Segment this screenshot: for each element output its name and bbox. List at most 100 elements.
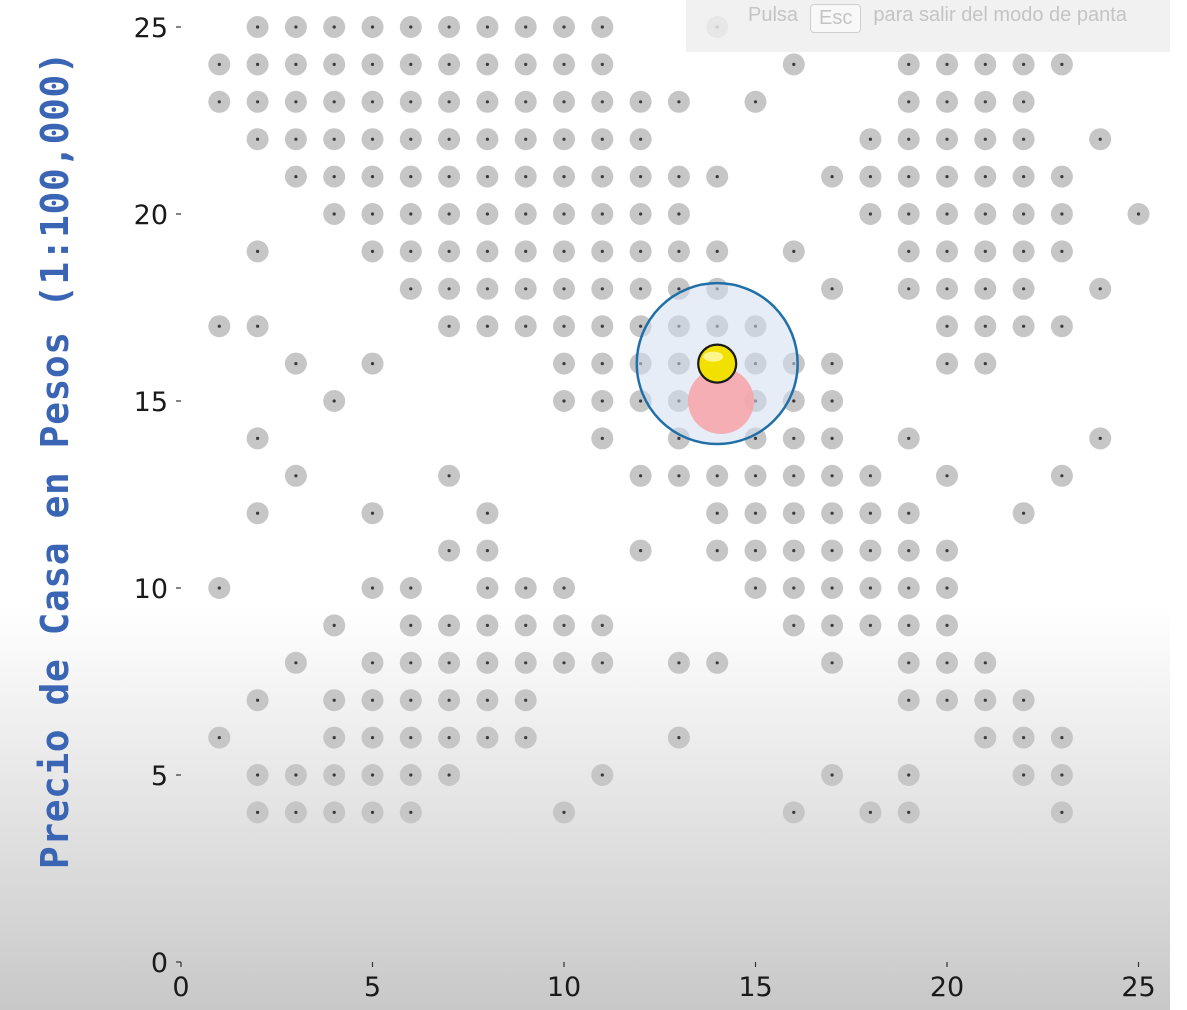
data-point-center [562,810,566,815]
data-point-center [830,399,834,403]
x-tick-label: 15 [738,972,772,1003]
data-point-center [830,287,834,291]
data-point-center [485,736,489,740]
data-point-center [1022,175,1026,179]
data-point-center [485,324,489,328]
esc-hint-post: para salir del modo de panta [873,4,1127,26]
data-point-center [830,586,834,590]
data-point-center [639,175,643,179]
data-point-center [715,474,719,478]
data-point-center [294,474,298,478]
data-point-center [447,287,451,291]
data-point-center [677,736,681,740]
data-point-center [677,474,681,478]
data-point-center [485,586,489,590]
data-point-center [409,62,413,66]
data-point-center [409,212,413,216]
data-point-center [983,287,987,291]
data-point-center [753,511,758,515]
data-point-center [409,736,413,740]
data-point-center [715,511,719,515]
data-point-center [256,511,260,515]
data-point-center [830,436,834,440]
data-point-center [485,212,489,216]
data-point-center [1022,698,1026,702]
data-point-center [1060,474,1064,478]
data-point-center [792,810,796,815]
data-point-center [294,362,298,366]
data-point-center [792,399,796,403]
data-point-center [600,287,604,291]
data-point-center [256,324,260,328]
data-point-center [1136,212,1141,216]
data-point-center [562,62,566,66]
data-point-center [409,623,413,628]
data-point-center [562,586,566,590]
data-point-center [294,810,298,815]
data-point-center [907,175,911,179]
data-point-center [600,362,604,366]
data-point-center [715,175,719,179]
data-point-center [447,736,451,740]
data-point-center [409,773,413,777]
data-point-center [332,810,336,815]
data-point-center [294,137,298,141]
data-point-center [677,249,681,253]
data-point-center [677,661,681,665]
data-point-center [409,25,413,29]
data-point-center [409,100,413,104]
esc-key-badge[interactable]: Esc [810,4,862,33]
data-point-center [447,249,451,253]
data-point-center [562,362,566,366]
data-point-center [562,324,566,328]
data-point-center [562,661,566,665]
data-point-center [792,474,796,478]
data-point-center [983,698,987,702]
data-point-center [945,586,949,590]
data-point-center [792,436,796,440]
data-point-center [332,623,336,628]
y-tick-label: 25 [134,13,168,44]
data-point-center [945,324,949,328]
data-point-center [294,25,298,29]
data-point-center [639,249,643,253]
x-tick-label: 10 [547,972,581,1003]
data-point-center [294,62,298,66]
data-point-center [677,436,681,440]
data-point-center [447,549,451,553]
data-point-center [945,623,949,628]
data-point-center [485,623,489,628]
data-point-center [447,698,451,702]
data-point-center [983,362,987,366]
data-point-center [562,623,566,628]
data-point-center [983,100,987,104]
data-point-center [256,773,260,777]
data-point-center [1060,175,1064,179]
data-point-center [1022,736,1026,740]
data-point-center [562,175,566,179]
data-point-center [600,62,604,66]
data-point-center [639,287,643,291]
data-point-center [256,62,260,66]
data-point-center [370,736,375,740]
data-point-center [294,773,298,777]
data-point-center [562,399,566,403]
data-point-center [600,100,604,104]
data-point-center [945,549,949,553]
data-point-center [332,175,336,179]
data-point-center [524,62,528,66]
data-point-center [1022,62,1026,66]
data-point-center [1060,773,1064,777]
data-point-center [332,212,336,216]
data-point-center [907,137,911,141]
data-point-center [907,698,911,702]
data-point-center [294,661,298,665]
data-point-center [600,137,604,141]
data-point-center [830,175,834,179]
data-point-center [217,62,221,66]
data-point-center [753,474,758,478]
data-point-center [1022,212,1026,216]
data-point-center [753,436,758,440]
y-tick-label: 15 [134,387,168,418]
data-point-center [370,175,375,179]
